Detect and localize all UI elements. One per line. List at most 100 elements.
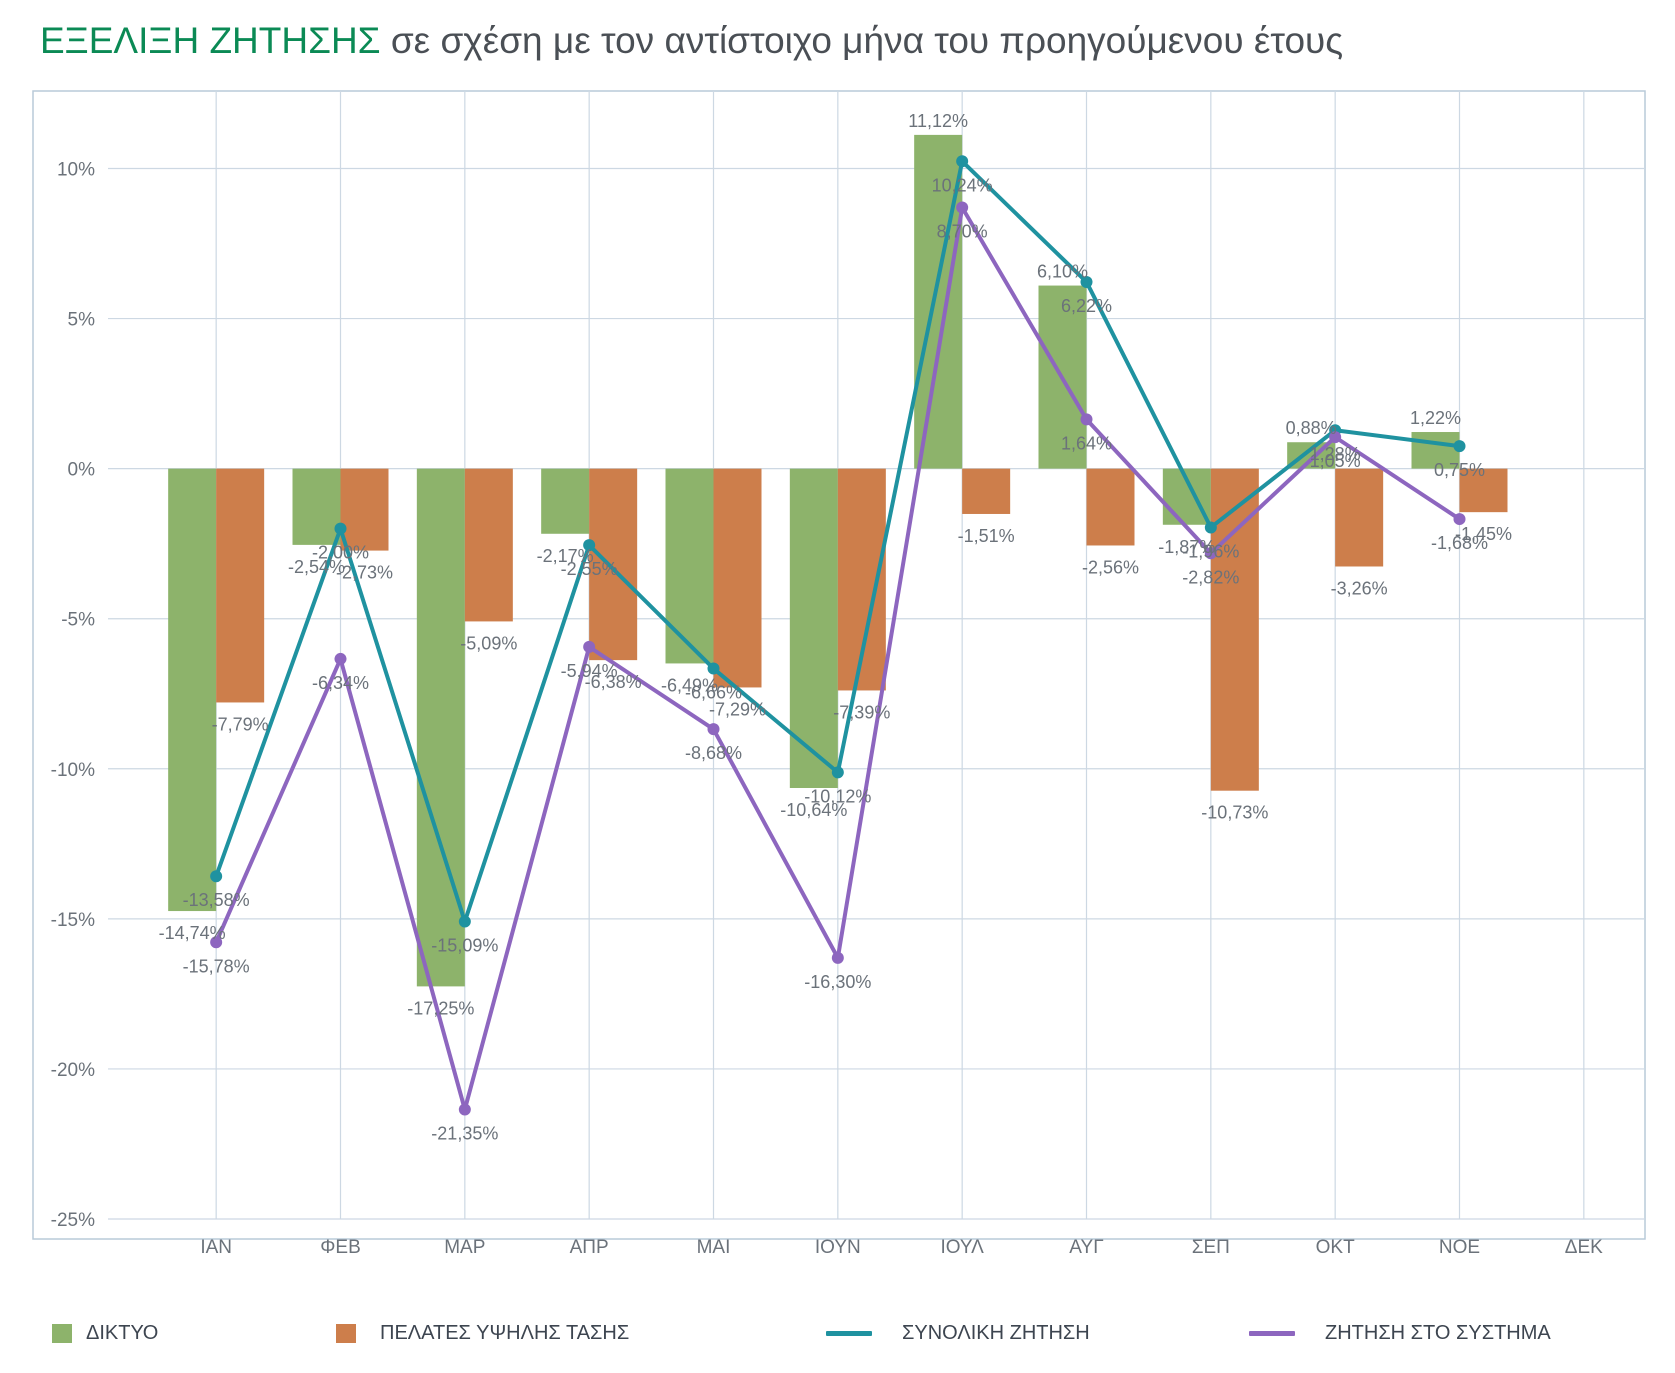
chart-svg: 10% 5% 0% -5% -10% -15% -20% -25% ΙΑΝ ΦΕΒ ΜΑΡ ΑΠΡ ΜΑ… <box>32 90 1646 1258</box>
point-synoliki <box>583 539 596 552</box>
y-tick-label: 10% <box>57 160 95 181</box>
data-label-pelates: -1,51% <box>958 526 1015 546</box>
y-tick-label: -20% <box>51 1060 95 1081</box>
legend-item-systima: ΖΗΤΗΣΗ ΣΤΟ ΣΥΣΤΗΜΑ <box>1249 1318 1551 1348</box>
x-tick-label: ΙΑΝ <box>200 1237 232 1258</box>
data-label-diktyo: -17,25% <box>407 998 474 1018</box>
bar-diktyo <box>914 134 963 469</box>
bar-pelates <box>464 468 513 622</box>
data-label-diktyo: 1,22% <box>1410 408 1461 428</box>
point-systima <box>956 201 969 214</box>
data-label-diktyo: 0,88% <box>1286 418 1337 438</box>
x-tick-label: ΑΠΡ <box>570 1237 609 1258</box>
point-synoliki <box>210 870 223 883</box>
y-tick-label: 5% <box>68 310 96 331</box>
data-label-diktyo: 11,12% <box>908 111 968 131</box>
chart-title-bold: ΕΞΕΛΙΞΗ ΖΗΤΗΣΗΣ <box>40 20 381 61</box>
y-tick-label: -10% <box>51 760 95 781</box>
x-tick-label: ΜΑΡ <box>444 1237 485 1258</box>
data-label-diktyo: 6,10% <box>1037 262 1088 282</box>
x-tick-label: ΣΕΠ <box>1192 1237 1230 1258</box>
chart-title: ΕΞΕΛΙΞΗ ΖΗΤΗΣΗΣ σε σχέση με τον αντίστοι… <box>40 20 1343 62</box>
bar-diktyo <box>292 468 341 545</box>
legend-item-synoliki: ΣΥΝΟΛΙΚΗ ΖΗΤΗΣΗ <box>826 1318 1090 1348</box>
point-synoliki <box>1453 440 1466 453</box>
point-synoliki <box>707 662 720 675</box>
x-tick-label: ΝΟΕ <box>1439 1237 1480 1258</box>
point-systima <box>1204 547 1217 560</box>
data-label-pelates: -10,73% <box>1201 803 1268 823</box>
point-synoliki <box>1204 521 1217 534</box>
legend-item-diktyo: ΔΙΚΤΥΟ <box>52 1318 158 1348</box>
data-label-systima: -16,30% <box>804 972 871 992</box>
data-label-synoliki: 10,24% <box>932 175 993 195</box>
legend-swatch-systima <box>1249 1330 1295 1336</box>
point-systima <box>1080 413 1093 426</box>
data-label-synoliki: 6,22% <box>1061 296 1112 316</box>
point-systima <box>831 951 844 964</box>
data-label-pelates: -7,29% <box>709 699 766 719</box>
point-systima <box>707 723 720 736</box>
x-tick-label: ΑΥΓ <box>1069 1237 1103 1258</box>
bar-diktyo <box>665 468 714 664</box>
data-label-systima: -21,35% <box>431 1123 498 1143</box>
data-label-systima: -6,34% <box>312 673 369 693</box>
point-synoliki <box>956 155 969 168</box>
legend-label-synoliki: ΣΥΝΟΛΙΚΗ ΖΗΤΗΣΗ <box>902 1321 1090 1344</box>
data-label-pelates: -6,38% <box>585 672 642 692</box>
bar-pelates <box>589 468 638 661</box>
point-systima <box>458 1103 471 1116</box>
point-synoliki <box>1080 275 1093 288</box>
point-synoliki <box>831 766 844 779</box>
data-label-pelates: -2,56% <box>1082 557 1139 577</box>
data-label-diktyo: -6,49% <box>661 675 718 695</box>
bar-diktyo <box>1411 432 1460 469</box>
y-tick-label: -5% <box>61 610 95 631</box>
data-label-synoliki: 0,75% <box>1434 460 1485 480</box>
point-synoliki <box>334 522 347 535</box>
data-label-synoliki: -2,55% <box>561 559 618 579</box>
data-label-synoliki: -10,12% <box>804 786 871 806</box>
point-systima <box>1453 513 1466 526</box>
bar-pelates <box>340 468 389 551</box>
point-systima <box>583 640 596 653</box>
bar-pelates <box>1335 468 1384 567</box>
chart-frame <box>32 90 1646 1240</box>
legend-swatch-diktyo <box>52 1323 72 1343</box>
bar-pelates <box>1086 468 1135 546</box>
data-label-pelates: -7,39% <box>833 702 890 722</box>
y-tick-label: -25% <box>51 1210 95 1231</box>
data-label-synoliki: -15,09% <box>431 936 498 956</box>
data-label-synoliki: -13,58% <box>183 890 250 910</box>
x-tick-label: ΟΚΤ <box>1316 1237 1355 1258</box>
data-label-systima: -8,68% <box>685 743 742 763</box>
bar-pelates <box>216 468 265 703</box>
x-tick-label: ΜΑΙ <box>697 1237 731 1258</box>
y-tick-label: -15% <box>51 910 95 931</box>
chart-title-rest: σε σχέση με τον αντίστοιχο μήνα του προη… <box>390 20 1344 61</box>
legend-label-systima: ΖΗΤΗΣΗ ΣΤΟ ΣΥΣΤΗΜΑ <box>1325 1321 1551 1344</box>
bar-pelates <box>1459 468 1508 513</box>
point-systima <box>334 652 347 665</box>
x-tick-label: ΦΕΒ <box>320 1237 361 1258</box>
data-label-diktyo: -10,64% <box>780 800 847 820</box>
bar-diktyo <box>416 468 465 987</box>
data-label-systima: -5,94% <box>561 661 618 681</box>
data-label-pelates: -3,26% <box>1331 578 1388 598</box>
legend-label-pelates: ΠΕΛΑΤΕΣ ΥΨΗΛΗΣ ΤΑΣΗΣ <box>380 1321 630 1344</box>
data-label-systima: 1,64% <box>1061 433 1112 453</box>
data-label-pelates: -5,09% <box>460 633 517 653</box>
x-tick-label: ΔΕΚ <box>1565 1237 1603 1258</box>
legend-swatch-pelates <box>336 1323 356 1343</box>
data-label-diktyo: -2,54% <box>288 557 345 577</box>
bar-diktyo <box>541 468 590 534</box>
data-label-systima: -1,68% <box>1431 533 1488 553</box>
legend-swatch-synoliki <box>826 1330 872 1336</box>
data-label-pelates: -2,73% <box>336 563 393 583</box>
data-label-systima: 8,70% <box>937 222 988 242</box>
data-label-pelates: -7,79% <box>212 714 269 734</box>
bar-pelates <box>713 468 762 688</box>
data-label-diktyo: -2,17% <box>537 546 594 566</box>
data-label-synoliki: -6,66% <box>685 683 742 703</box>
data-label-diktyo: -14,74% <box>159 923 226 943</box>
